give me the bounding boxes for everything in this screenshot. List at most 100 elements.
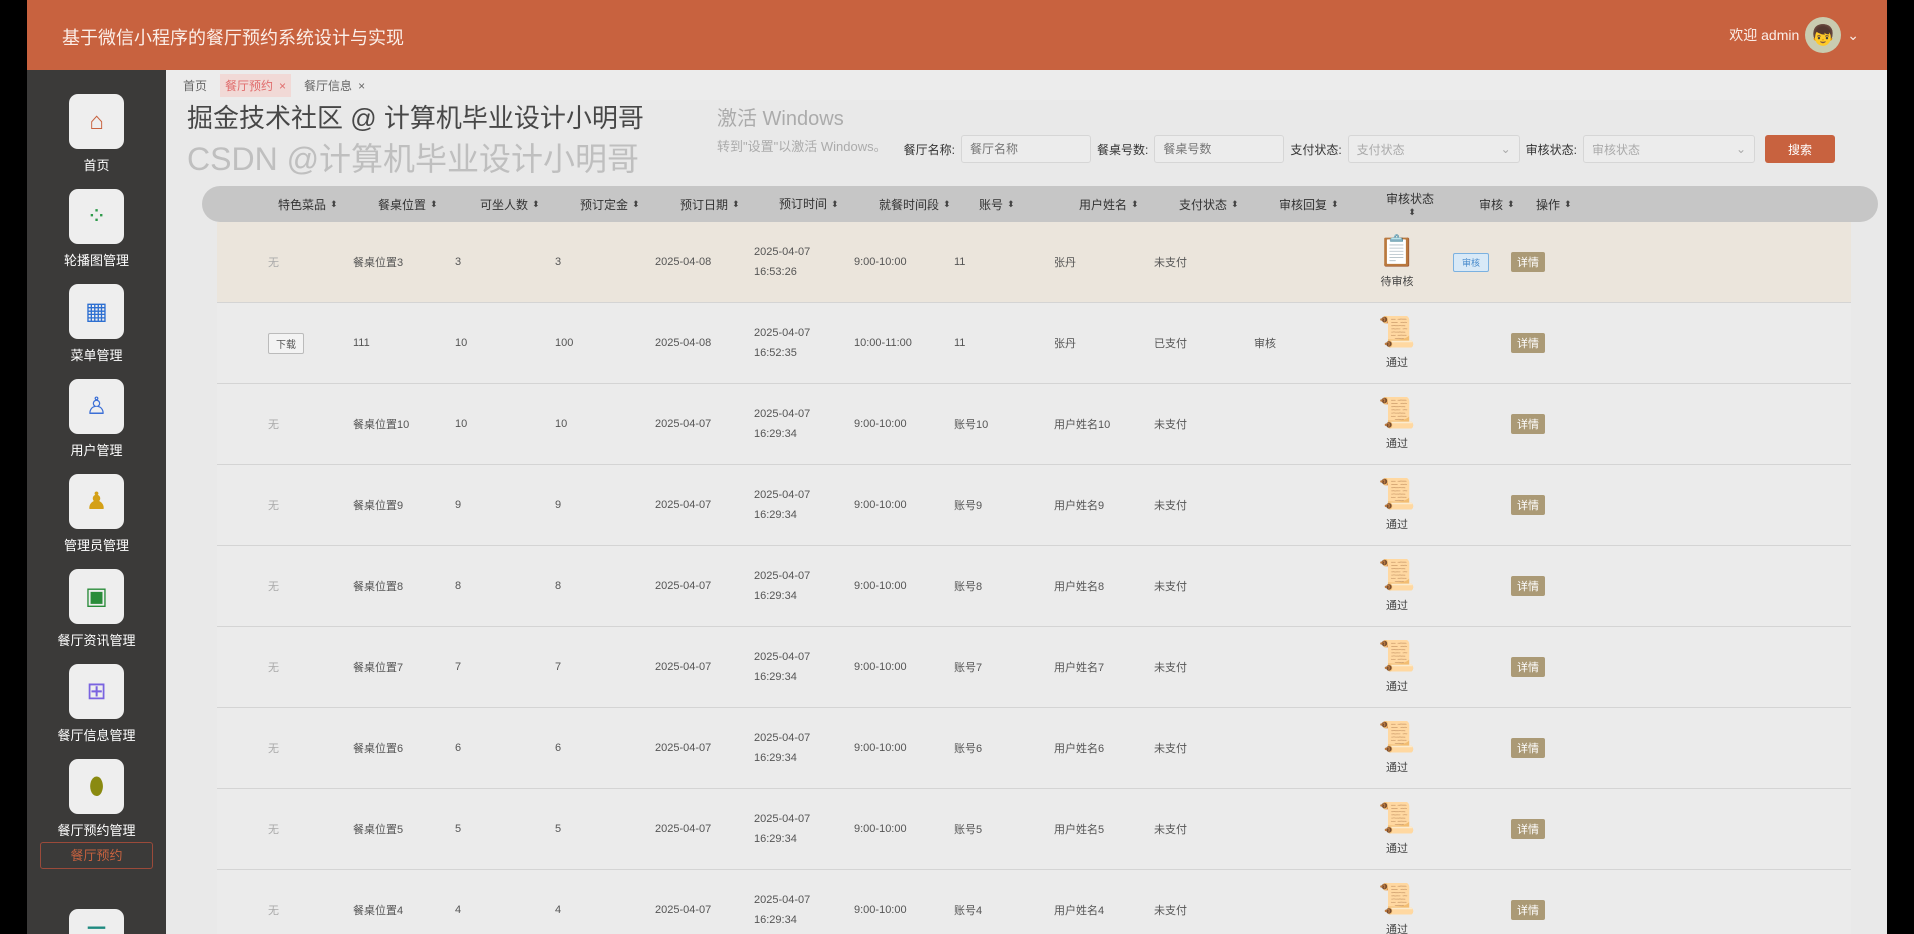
restaurant-name-input[interactable] [960, 135, 1091, 163]
sort-icon[interactable]: ⬍ [943, 198, 951, 209]
detail-button[interactable]: 详情 [1511, 576, 1545, 596]
sidebar-icon-box: ☰ [69, 909, 124, 934]
sidebar-subitem-restaurant-booking[interactable]: 餐厅预约 [40, 842, 153, 869]
cell-slot: 9:00-10:00 [854, 256, 907, 268]
cell-dish: 无 [268, 257, 279, 269]
table-row: 无 餐桌位置3 3 3 2025-04-08 2025-04-07 16:53:26 9:0… [217, 222, 1851, 303]
cell: 账号10 [954, 384, 988, 464]
cell: 2025-04-08 [655, 303, 711, 383]
sidebar-item-label: 餐厅预约管理 [57, 823, 136, 838]
table-number-input[interactable] [1154, 135, 1285, 163]
cell-time: 2025-04-07 16:29:34 [754, 813, 811, 845]
close-icon[interactable]: × [358, 78, 366, 93]
column-header[interactable]: 可坐人数 ⬍ [480, 186, 540, 222]
cell: 3 [455, 222, 461, 302]
column-header[interactable]: 特色菜品 ⬍ [278, 186, 338, 222]
cell-status: 📜 通过 [1367, 627, 1427, 707]
user-menu[interactable]: 欢迎 admin 👦 ⌄ [1729, 17, 1859, 53]
tab-1[interactable]: 餐厅预约 × [220, 73, 292, 97]
sidebar-item-0[interactable]: ⌂ 首页 [27, 94, 166, 174]
sort-icon[interactable]: ⬍ [1564, 198, 1572, 209]
column-header[interactable]: 预订时间 ⬍ [779, 186, 879, 222]
column-header[interactable]: 审核状态 ⬍ [1380, 186, 1440, 222]
column-header[interactable]: 审核回复 ⬍ [1279, 186, 1339, 222]
sidebar-item-3[interactable]: ♙ 用户管理 [27, 379, 166, 459]
cell: 无 [268, 546, 279, 626]
sort-icon[interactable]: ⬍ [831, 199, 839, 209]
cell: 2025-04-07 [655, 384, 711, 464]
cell: 用户姓名7 [1054, 627, 1104, 707]
column-header[interactable]: 支付状态 ⬍ [1179, 186, 1239, 222]
sidebar-icon-box: ♙ [69, 379, 124, 434]
sidebar-item-4[interactable]: ♟ 管理员管理 [27, 474, 166, 554]
column-header[interactable]: 操作 ⬍ [1536, 186, 1572, 222]
cell: 9 [455, 465, 461, 545]
cell-account: 账号8 [954, 581, 983, 593]
sort-icon[interactable]: ⬍ [1131, 198, 1139, 209]
sort-icon[interactable]: ⬍ [430, 198, 438, 209]
cell: 5 [555, 789, 561, 869]
column-label: 审核 [1479, 197, 1504, 212]
table-body: 无 餐桌位置3 3 3 2025-04-08 2025-04-07 16:53:26 9:0… [202, 222, 1878, 934]
cell-op: 详情 [1511, 627, 1545, 707]
sort-icon[interactable]: ⬍ [330, 198, 338, 209]
detail-button[interactable]: 详情 [1511, 495, 1545, 515]
avatar[interactable]: 👦 [1805, 17, 1842, 53]
chevron-down-icon[interactable]: ⌄ [1847, 26, 1859, 43]
sidebar-item-1[interactable]: ⁘ 轮播图管理 [27, 189, 166, 269]
detail-button[interactable]: 详情 [1511, 252, 1545, 272]
cell: 无 [268, 627, 279, 707]
close-icon[interactable]: × [279, 78, 287, 93]
table-row: 无 餐桌位置8 8 8 2025-04-07 2025-04-07 16:29:34 9:0… [217, 546, 1851, 627]
sidebar-item-2[interactable]: ▦ 菜单管理 [27, 284, 166, 364]
tab-2[interactable]: 餐厅信息 × [299, 74, 370, 97]
cell: 2025-04-07 16:52:35 [754, 303, 854, 383]
sidebar-item-8[interactable]: ☰ [27, 909, 166, 934]
sort-icon[interactable]: ⬍ [1007, 198, 1015, 209]
cell-deposit: 7 [555, 661, 562, 673]
detail-button[interactable]: 详情 [1511, 414, 1545, 434]
sidebar-item-7[interactable]: ⬮ 餐厅预约管理 [27, 759, 166, 839]
sort-icon[interactable]: ⬍ [1231, 198, 1239, 209]
sort-icon[interactable]: ⬍ [1331, 198, 1339, 209]
windows-grid-icon: ⊞ [86, 678, 107, 705]
sort-icon[interactable]: ⬍ [632, 198, 640, 209]
audit-button[interactable]: 审核 [1453, 252, 1490, 272]
sidebar-item-6[interactable]: ⊞ 餐厅信息管理 [27, 664, 166, 744]
cell: 账号8 [954, 546, 982, 626]
audit-status-select[interactable]: 审核状态 ⌄ [1583, 135, 1755, 163]
download-button[interactable]: 下载 [268, 332, 304, 354]
sort-icon[interactable]: ⬍ [532, 198, 540, 209]
column-header[interactable]: 审核 ⬍ [1479, 186, 1515, 222]
sort-icon[interactable]: ⬍ [1507, 198, 1515, 209]
detail-button[interactable]: 详情 [1511, 657, 1545, 677]
detail-button[interactable]: 详情 [1511, 738, 1545, 758]
cell: 10:00-11:00 [854, 303, 912, 383]
cell-time: 2025-04-07 16:52:35 [754, 327, 811, 359]
detail-button[interactable]: 详情 [1511, 900, 1545, 920]
cell-pos: 餐桌位置5 [353, 824, 404, 836]
column-header[interactable]: 账号 ⬍ [979, 186, 1015, 222]
pending-clipboard-icon: 📋 [1378, 235, 1416, 268]
cell: 无 [268, 384, 279, 464]
sidebar-icon-box: ⌂ [69, 94, 124, 149]
cell: 10 [455, 303, 467, 383]
detail-button[interactable]: 详情 [1511, 333, 1545, 353]
column-header[interactable]: 餐桌位置 ⬍ [378, 186, 438, 222]
sort-icon[interactable]: ⬍ [1408, 207, 1416, 217]
column-header[interactable]: 用户姓名 ⬍ [1079, 186, 1139, 222]
sidebar-item-5[interactable]: ▣ 餐厅资讯管理 [27, 569, 166, 649]
sort-icon[interactable]: ⬍ [732, 198, 740, 209]
cell: 111 [353, 303, 370, 383]
cell-name: 张丹 [1054, 338, 1076, 350]
column-header[interactable]: 就餐时间段 ⬍ [879, 186, 951, 222]
cell-status: 📜 通过 [1367, 465, 1427, 545]
pay-status-select[interactable]: 支付状态 ⌄ [1347, 135, 1520, 163]
column-header[interactable]: 预订定金 ⬍ [580, 186, 640, 222]
cell-date: 2025-04-07 [655, 742, 712, 754]
cell: 餐桌位置7 [353, 627, 403, 707]
detail-button[interactable]: 详情 [1511, 819, 1545, 839]
search-button[interactable]: 搜索 [1765, 135, 1835, 163]
tab-0[interactable]: 首页 [178, 74, 212, 97]
column-header[interactable]: 预订日期 ⬍ [680, 186, 740, 222]
